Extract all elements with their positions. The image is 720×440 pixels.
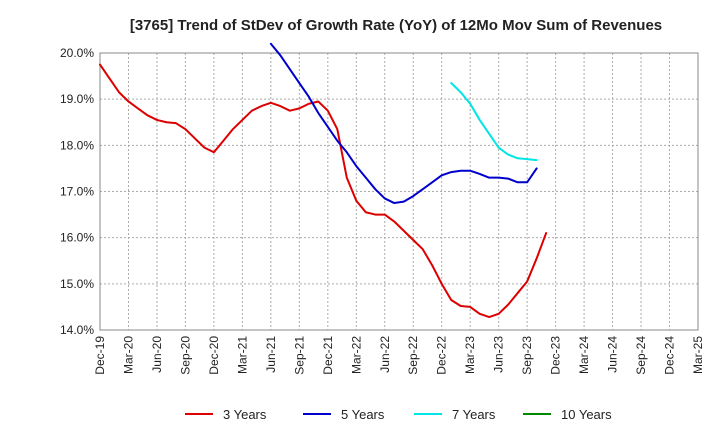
x-tick-label: Jun-21 <box>264 336 278 373</box>
x-tick-label: Mar-20 <box>121 336 135 374</box>
grid-layer <box>99 52 699 331</box>
y-tick-label: 14.0% <box>60 323 94 337</box>
x-tick-label: Dec-22 <box>435 336 449 375</box>
x-tick-label: Jun-24 <box>606 336 620 373</box>
y-tick-label: 18.0% <box>60 138 94 152</box>
legend: 3 Years 5 Years 7 Years 10 Years <box>185 407 612 422</box>
chart-title: [3765] Trend of StDev of Growth Rate (Yo… <box>130 17 662 34</box>
legend-label: 3 Years <box>223 407 267 422</box>
x-tick-label: Sep-22 <box>406 336 420 375</box>
x-axis-ticks: Dec-19 Mar-20 Jun-20 Sep-20 Dec-20 Mar-21 Jun-… <box>93 336 705 375</box>
y-tick-label: 19.0% <box>60 92 94 106</box>
y-tick-label: 15.0% <box>60 277 94 291</box>
x-tick-label: Dec-20 <box>207 336 221 375</box>
y-tick-label: 16.0% <box>60 231 94 245</box>
series-line-3-years <box>99 63 548 319</box>
x-tick-label: Mar-23 <box>463 336 477 374</box>
x-tick-label: Jun-22 <box>378 336 392 373</box>
x-tick-label: Sep-21 <box>292 336 306 375</box>
x-tick-label: Dec-24 <box>663 336 677 375</box>
x-tick-label: Dec-21 <box>321 336 335 375</box>
legend-label: 10 Years <box>561 407 612 422</box>
series-line-7-years <box>450 82 538 162</box>
x-tick-label: Mar-22 <box>349 336 363 374</box>
x-tick-label: Dec-23 <box>549 336 563 375</box>
x-tick-label: Dec-19 <box>93 336 107 375</box>
x-tick-label: Jun-23 <box>492 336 506 373</box>
legend-label: 7 Years <box>452 407 496 422</box>
x-tick-label: Sep-23 <box>520 336 534 375</box>
y-tick-label: 17.0% <box>60 185 94 199</box>
x-tick-label: Mar-24 <box>577 336 591 374</box>
series-layer <box>99 42 548 319</box>
x-tick-label: Jun-20 <box>150 336 164 373</box>
x-tick-label: Sep-20 <box>178 336 192 375</box>
x-tick-label: Sep-24 <box>634 336 648 375</box>
x-tick-label: Mar-25 <box>691 336 705 374</box>
y-tick-label: 20.0% <box>60 46 94 60</box>
y-axis-ticks: 14.0% 15.0% 16.0% 17.0% 18.0% 19.0% 20.0% <box>60 46 94 337</box>
legend-label: 5 Years <box>341 407 385 422</box>
x-tick-label: Mar-21 <box>235 336 249 374</box>
plot-frame <box>99 52 699 331</box>
series-line-5-years <box>269 42 538 205</box>
